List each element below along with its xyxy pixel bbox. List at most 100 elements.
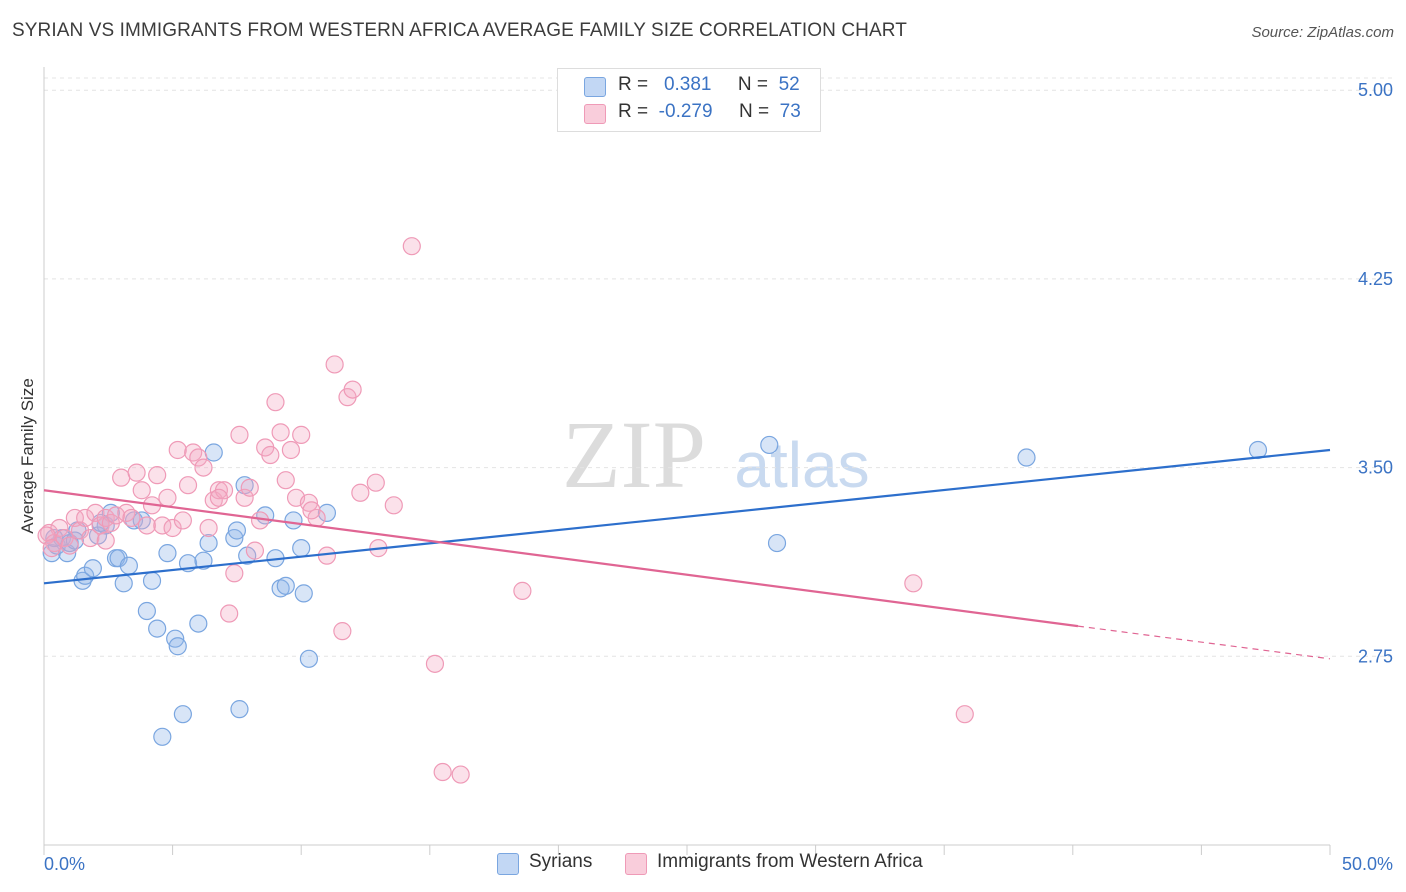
point-syrians: [194, 551, 213, 570]
point-western-africa: [137, 516, 156, 535]
point-western-africa: [271, 423, 290, 442]
point-western-africa: [433, 762, 452, 782]
point-western-africa: [325, 355, 344, 374]
point-western-africa: [127, 463, 146, 482]
point-syrians: [227, 521, 246, 540]
point-syrians: [294, 584, 313, 603]
point-western-africa: [168, 440, 187, 460]
point-western-africa: [178, 476, 198, 495]
point-western-africa: [240, 478, 259, 497]
point-syrians: [109, 549, 128, 568]
legend-text-western-africa: R = -0.279 N = 73: [618, 101, 801, 123]
point-syrians: [189, 614, 208, 633]
point-western-africa: [292, 425, 311, 444]
point-western-africa: [158, 488, 177, 507]
point-syrians: [767, 533, 787, 553]
point-western-africa: [209, 481, 228, 500]
n-value: 73: [779, 101, 801, 122]
watermark-zip: ZIP: [562, 401, 706, 508]
point-syrians: [137, 601, 156, 621]
point-western-africa: [122, 508, 141, 528]
bottom-legend-swatch-western-africa: [625, 853, 647, 875]
n-value: 52: [778, 74, 800, 95]
point-syrians: [230, 700, 249, 719]
point-western-africa: [76, 508, 95, 528]
y-tick-label: 4.25: [1358, 269, 1393, 289]
point-western-africa: [189, 448, 208, 467]
point-western-africa: [163, 518, 182, 538]
point-western-africa: [173, 511, 192, 530]
point-syrians: [114, 574, 133, 593]
point-western-africa: [266, 393, 285, 412]
point-western-africa: [42, 539, 61, 558]
point-western-africa: [235, 488, 254, 507]
point-syrians: [142, 571, 162, 590]
point-syrians: [284, 511, 303, 530]
point-syrians: [235, 476, 254, 495]
point-western-africa: [343, 380, 362, 399]
point-syrians: [119, 556, 138, 575]
point-syrians: [204, 443, 223, 462]
point-western-africa: [60, 536, 79, 555]
point-western-africa: [199, 518, 218, 538]
stats-legend: R = 0.381 N = 52 R = -0.279 N = 73: [557, 68, 821, 132]
point-western-africa: [366, 473, 385, 492]
watermark-atlas: atlas: [734, 429, 869, 501]
point-western-africa: [384, 496, 403, 515]
trendline-western-africa-extension: [1077, 625, 1331, 660]
point-western-africa: [230, 425, 249, 444]
point-western-africa: [96, 531, 115, 550]
bottom-legend-label-syrians: Syrians: [529, 851, 593, 872]
point-western-africa: [333, 622, 352, 641]
point-syrians: [168, 637, 187, 656]
point-syrians: [148, 619, 167, 638]
point-syrians: [83, 559, 102, 578]
point-syrians: [1017, 448, 1036, 467]
point-western-africa: [209, 488, 228, 507]
point-western-africa: [117, 503, 136, 522]
point-western-africa: [904, 574, 923, 593]
point-western-africa: [955, 705, 974, 724]
r-value: -0.279: [658, 101, 713, 122]
point-western-africa: [513, 581, 532, 600]
legend-text-syrians: R = 0.381 N = 52: [618, 74, 800, 96]
trendline-western-africa: [43, 489, 1079, 628]
point-western-africa: [302, 501, 321, 520]
x-tick-label-max: 50.0%: [1342, 854, 1393, 874]
x-tick-label-min: 0.0%: [44, 854, 85, 874]
point-syrians: [760, 435, 779, 455]
point-syrians: [199, 533, 218, 553]
point-western-africa: [148, 466, 167, 485]
trendline-syrians: [43, 448, 1331, 585]
y-tick-label: 2.75: [1358, 646, 1393, 666]
point-western-africa: [132, 481, 151, 500]
n-label: N =: [738, 101, 770, 122]
point-western-africa: [184, 443, 203, 462]
point-syrians: [299, 649, 319, 668]
point-syrians: [158, 544, 177, 563]
bottom-legend-swatch-syrians: [497, 853, 519, 875]
point-western-africa: [402, 237, 421, 256]
y-tick-label: 5.00: [1358, 80, 1393, 100]
point-western-africa: [281, 440, 301, 460]
r-label: R =: [618, 101, 649, 122]
point-western-africa: [220, 604, 239, 623]
point-western-africa: [194, 458, 213, 477]
point-western-africa: [451, 765, 470, 784]
point-western-africa: [112, 468, 131, 487]
n-label: N =: [737, 74, 769, 95]
legend-swatch-syrians: [584, 77, 606, 97]
point-syrians: [173, 705, 192, 724]
point-western-africa: [276, 471, 295, 490]
point-syrians: [292, 539, 311, 558]
point-western-africa: [245, 541, 265, 560]
bottom-legend-label-western-africa: Immigrants from Western Africa: [657, 851, 923, 872]
point-western-africa: [351, 483, 370, 502]
point-syrians: [153, 727, 172, 746]
point-western-africa: [81, 528, 100, 548]
point-western-africa: [225, 564, 244, 583]
chart-title: SYRIAN VS IMMIGRANTS FROM WESTERN AFRICA…: [12, 20, 907, 41]
point-western-africa: [261, 445, 280, 465]
y-tick-label: 3.50: [1358, 458, 1393, 478]
